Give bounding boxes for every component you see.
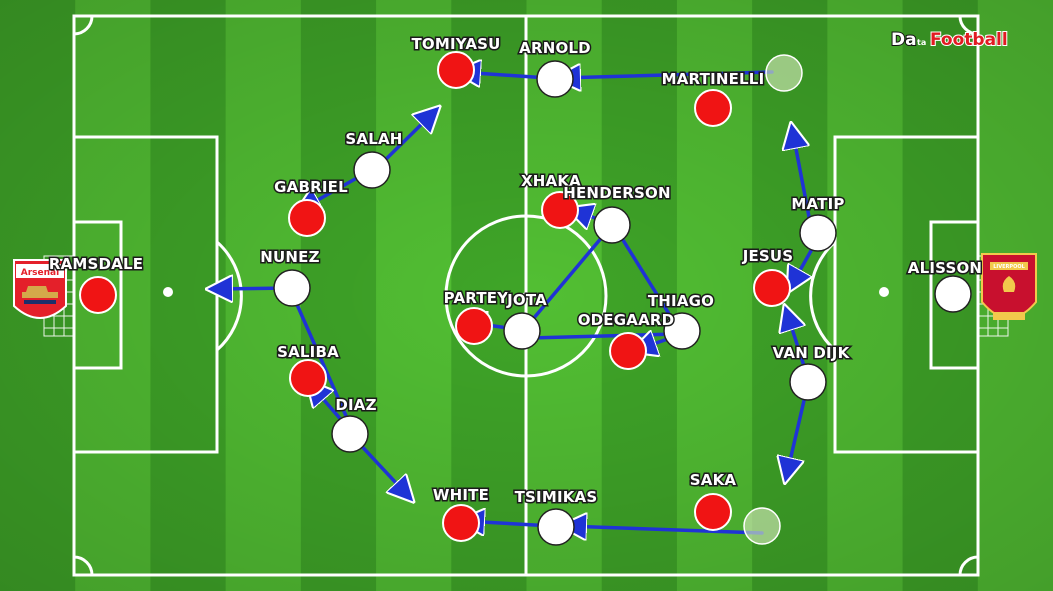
player-marker-thiago: [663, 312, 701, 350]
left-penalty-arc: [216, 240, 243, 352]
corner-arc-tr: [958, 15, 979, 36]
arrow-saka-tsimikas: [566, 526, 764, 533]
player-marker-white: [442, 504, 480, 542]
arrow-martinelli-arnold: [560, 72, 774, 78]
arrow-vandijk-back: [786, 390, 808, 478]
label-diaz: DIAZ: [335, 396, 376, 414]
player-marker-gabriel: [288, 199, 326, 237]
ghost-position-bottom: [743, 507, 781, 545]
label-henderson: HENDERSON: [563, 184, 671, 202]
line-henderson-thiago: [616, 230, 678, 327]
label-xhaka: XHAKA: [521, 172, 581, 190]
arrow-matip-forward: [792, 128, 812, 224]
brand-part-3: Football: [930, 30, 1008, 50]
player-marker-nunez: [273, 269, 311, 307]
player-marker-tomiyasu: [437, 51, 475, 89]
label-jota: JOTA: [506, 291, 547, 309]
label-gabriel: GABRIEL: [274, 178, 348, 196]
player-marker-jesus: [753, 269, 791, 307]
liverpool-badge-text: LIVERPOOL: [993, 264, 1025, 270]
label-white: WHITE: [433, 486, 489, 504]
corner-arc-bl: [73, 555, 94, 576]
label-ramsdale: RAMSDALE: [49, 255, 143, 273]
label-saliba: SALIBA: [277, 343, 339, 361]
label-salah: SALAH: [345, 130, 402, 148]
arsenal-players: [79, 51, 791, 542]
player-marker-odegaard: [609, 332, 647, 370]
brand-part-2: ta: [917, 38, 926, 47]
player-marker-jota: [503, 312, 541, 350]
label-tomiyasu: TOMIYASU: [411, 35, 500, 53]
player-marker-henderson: [593, 206, 631, 244]
player-marker-diaz: [331, 415, 369, 453]
brand-logo: Da ta Football: [890, 29, 1009, 51]
label-thiago: THIAGO: [648, 292, 714, 310]
label-partey: PARTEY: [444, 289, 510, 307]
player-marker-saliba: [289, 359, 327, 397]
brand-part-1: Da: [891, 30, 917, 50]
label-van-dijk: VAN DIJK: [773, 344, 851, 362]
player-marker-arnold: [536, 60, 574, 98]
player-marker-tsimikas: [537, 508, 575, 546]
ghost-position-top: [765, 54, 803, 92]
label-matip: MATIP: [791, 195, 844, 213]
line-henderson-jota: [526, 228, 610, 327]
arsenal-badge-text: Arsenal: [21, 268, 59, 278]
label-jesus: JESUS: [742, 247, 794, 265]
label-saka: SAKA: [690, 471, 737, 489]
label-alisson: ALISSON: [908, 259, 982, 277]
player-marker-matip: [799, 214, 837, 252]
right-penalty-spot: [879, 287, 889, 297]
player-marker-van-dijk: [789, 363, 827, 401]
label-odegaard: ODEGAARD: [578, 311, 675, 329]
player-marker-saka: [694, 493, 732, 531]
label-nunez: NUNEZ: [260, 248, 319, 266]
label-arnold: ARNOLD: [519, 39, 591, 57]
player-marker-partey: [455, 307, 493, 345]
center-spot: [522, 292, 530, 300]
label-tsimikas: TSIMIKAS: [515, 488, 598, 506]
corner-arc-br: [958, 555, 979, 576]
arrow-diaz-forward: [354, 438, 410, 498]
player-labels: TOMIYASU ARNOLD MARTINELLI SALAH GABRIEL…: [47, 34, 983, 508]
player-marker-alisson: [934, 275, 972, 313]
arrow-vandijk-jesus: [786, 310, 808, 374]
corner-arc-tl: [73, 15, 94, 36]
liverpool-players: [273, 60, 972, 546]
player-marker-martinelli: [694, 89, 732, 127]
liverpool-crest-icon: LIVERPOOL: [981, 253, 1037, 320]
label-martinelli: MARTINELLI: [662, 70, 765, 88]
line-nunez-diaz: [293, 298, 352, 427]
arsenal-crest-icon: Arsenal: [13, 259, 67, 319]
center-circle: [444, 214, 608, 378]
left-penalty-spot: [163, 287, 173, 297]
player-marker-salah: [353, 151, 391, 189]
player-marker-xhaka: [541, 191, 579, 229]
player-marker-ramsdale: [79, 276, 117, 314]
